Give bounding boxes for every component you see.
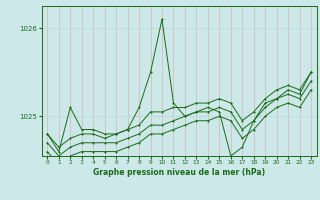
X-axis label: Graphe pression niveau de la mer (hPa): Graphe pression niveau de la mer (hPa) [93,168,265,177]
